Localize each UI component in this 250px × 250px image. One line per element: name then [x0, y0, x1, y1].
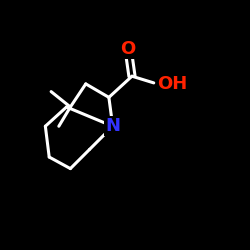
- Text: N: N: [105, 117, 120, 135]
- Text: O: O: [120, 40, 136, 58]
- Text: OH: OH: [157, 75, 187, 93]
